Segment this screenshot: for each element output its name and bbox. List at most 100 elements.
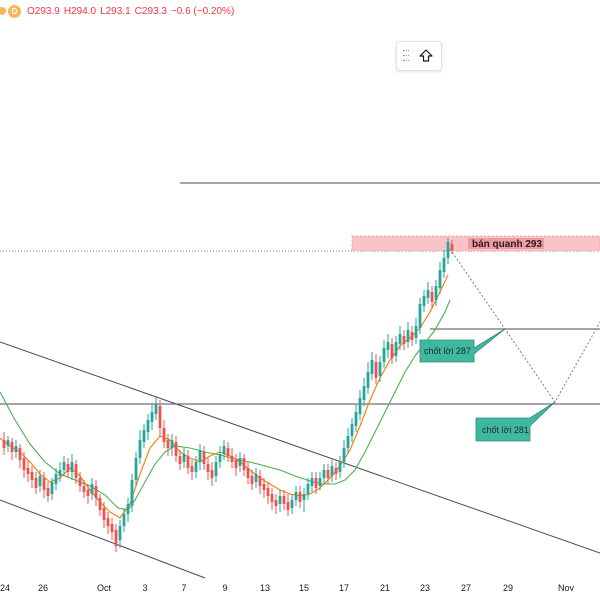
candle-body [326,470,330,478]
candle-body [58,470,62,476]
candle-body [434,286,438,300]
candle-body [22,458,26,470]
ohlc-open: O293.9 [27,5,60,17]
candle-body [34,478,38,488]
candle-body [114,530,118,546]
candle-body [406,330,410,342]
candle-body [290,500,294,508]
x-axis-tick-label: 7 [181,583,186,593]
candle-body [62,462,66,470]
candle-body [394,342,398,356]
candle-body [10,442,14,452]
candle-body [166,440,170,448]
candle-body [42,478,46,490]
candle-body [298,492,302,502]
candle-body [350,424,354,436]
candle-body [438,270,442,288]
interval-badge: D [8,4,21,18]
candle-body [370,360,374,374]
candle-body [142,430,146,442]
candle-body [90,484,94,494]
candle-body [418,304,422,328]
ohlc-change: −0.6 (−0.20%) [170,5,235,17]
candle-body [130,480,134,506]
drag-handle-icon[interactable] [400,46,412,66]
candlesticks [2,238,454,552]
candle-body [186,456,190,468]
candle-body [146,420,150,432]
candle-body [330,466,334,476]
x-axis-tick-label: 29 [503,583,513,593]
candle-body [66,464,70,472]
candle-body [230,456,234,462]
arrow-up-icon[interactable] [414,44,438,68]
candle-body [38,476,42,486]
x-axis-tick-label: 21 [380,583,390,593]
candle-body [126,504,130,514]
ohlc-legend: D O293.9 H294.0 L293.1 C293.3 −0.6 (−0.2… [0,3,238,19]
candle-body [218,454,222,462]
candle-body [78,478,82,486]
candle-body [382,348,386,362]
candle-body [98,498,102,510]
candle-body [322,470,326,478]
candle-body [422,296,426,306]
x-axis-tick-label: Nov [558,583,575,593]
candle-body [214,462,218,476]
ohlc-high: H294.0 [63,5,97,17]
channel-lower-line[interactable] [0,499,206,579]
candle-body [262,484,266,490]
candle-body [46,488,50,496]
candle-body [170,440,174,448]
candle-body [430,292,434,302]
candle-body [50,482,54,494]
sell-label-bg [468,238,544,249]
candle-body [250,476,254,484]
candle-body [310,478,314,486]
projection-path[interactable] [449,248,600,403]
channel-upper-line[interactable] [0,341,600,554]
candle-body [190,466,194,472]
candle-body [378,362,382,376]
ma-slow-line [0,299,451,511]
candle-body [294,492,298,500]
candle-body [270,494,274,502]
take-profit-1-note[interactable]: chốt lời 287 [419,328,506,363]
candle-body [286,502,290,510]
candle-body [178,456,182,464]
candle-body [30,472,34,480]
candle-body [362,386,366,400]
candle-body [2,440,6,448]
x-axis-tick-label: 15 [299,583,309,593]
symbol-badge[interactable]: D [0,4,21,18]
floating-drawing-toolbar[interactable] [396,41,442,71]
candle-body [442,258,446,272]
candle-body [342,448,346,462]
candle-body [426,290,430,298]
take-profit-2-label: chốt lời 281 [482,425,529,435]
candle-body [150,412,154,422]
candle-body [86,490,90,496]
x-axis-tick-label: 27 [461,583,471,593]
candle-body [278,496,282,504]
ohlc-close: C293.3 [134,5,167,17]
candle-body [94,486,98,498]
candle-body [238,458,242,466]
ohlc-low: L293.1 [100,5,131,17]
candle-body [222,446,226,454]
candle-body [162,428,166,442]
candle-body [182,454,186,462]
candle-body [398,334,402,344]
take-profit-2-note[interactable]: chốt lời 281 [475,401,556,442]
candle-body [334,468,338,474]
candle-body [402,336,406,344]
candle-body [346,436,350,448]
candle-body [82,486,86,492]
candle-body [242,458,246,470]
candle-body [338,462,342,472]
candle-body [154,404,158,414]
candle-body [282,496,286,504]
candle-body [226,448,230,456]
candle-body [318,478,322,486]
